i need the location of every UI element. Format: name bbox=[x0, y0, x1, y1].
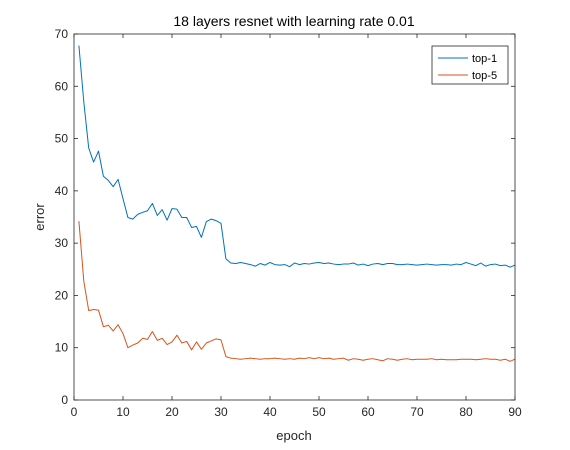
plot-frame bbox=[73, 33, 516, 401]
x-axis-label: epoch bbox=[276, 428, 311, 443]
series-layer bbox=[78, 45, 516, 362]
y-tick-label: 50 bbox=[55, 132, 69, 146]
y-tick-label: 40 bbox=[55, 184, 69, 198]
legend: top-1 top-5 bbox=[431, 45, 509, 85]
x-tick-label: 30 bbox=[214, 405, 228, 419]
y-tick-label: 60 bbox=[55, 79, 69, 93]
x-axis: 0 10 20 30 40 50 60 70 80 90 bbox=[71, 34, 522, 419]
series-line-top-1 bbox=[78, 45, 516, 268]
x-tick-label: 40 bbox=[263, 405, 277, 419]
series-line-top-5 bbox=[78, 221, 516, 362]
x-tick-label: 60 bbox=[361, 405, 375, 419]
y-tick-label: 10 bbox=[55, 341, 69, 355]
y-tick-label: 20 bbox=[55, 288, 69, 302]
chart-title: 18 layers resnet with learning rate 0.01 bbox=[173, 13, 414, 29]
y-axis-label: error bbox=[32, 203, 47, 231]
y-tick-label: 0 bbox=[61, 393, 68, 407]
y-tick-label: 70 bbox=[55, 27, 69, 41]
plot-area bbox=[74, 34, 515, 400]
legend-label-top-1: top-1 bbox=[472, 53, 497, 65]
legend-label-top-5: top-5 bbox=[472, 70, 497, 82]
y-tick-label: 30 bbox=[55, 236, 69, 250]
y-axis: 0 10 20 30 40 50 60 70 bbox=[55, 27, 515, 407]
x-tick-label: 20 bbox=[165, 405, 179, 419]
x-tick-label: 90 bbox=[508, 405, 522, 419]
x-tick-label: 50 bbox=[312, 405, 326, 419]
x-tick-label: 0 bbox=[71, 405, 78, 419]
x-tick-label: 80 bbox=[459, 405, 473, 419]
x-tick-label: 70 bbox=[410, 405, 424, 419]
x-tick-label: 10 bbox=[116, 405, 130, 419]
legend-box bbox=[431, 45, 509, 85]
